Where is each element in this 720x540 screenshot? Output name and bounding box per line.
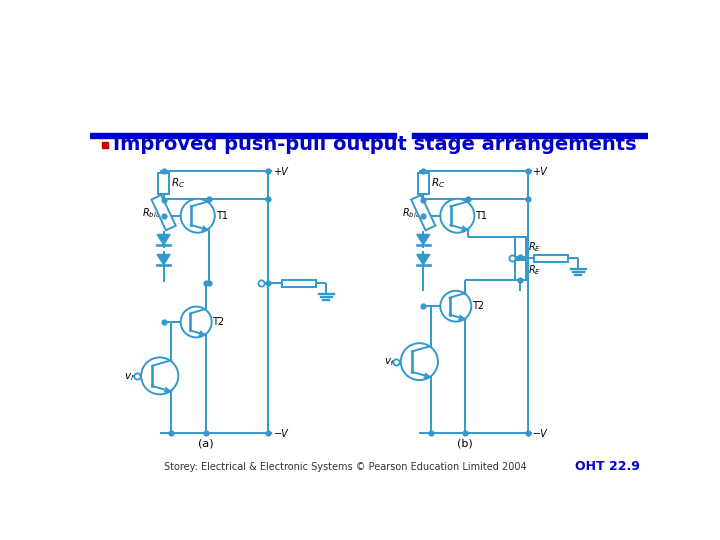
Text: (b): (b): [457, 438, 473, 449]
Text: $v_i$: $v_i$: [124, 371, 134, 382]
Text: T1: T1: [215, 211, 228, 221]
Text: T2: T2: [212, 317, 225, 327]
Bar: [158, 173, 169, 194]
Text: T1: T1: [475, 211, 487, 221]
Text: (a): (a): [198, 438, 213, 449]
Circle shape: [141, 357, 179, 394]
Polygon shape: [417, 254, 430, 265]
Bar: [515, 260, 526, 280]
Bar: [411, 195, 436, 230]
Text: $v_i$: $v_i$: [384, 356, 394, 368]
Circle shape: [181, 199, 215, 233]
Text: $R_E$: $R_E$: [528, 263, 541, 277]
Text: +V: +V: [534, 167, 548, 177]
Circle shape: [441, 199, 474, 233]
Bar: [90, 132, 396, 138]
Bar: [418, 173, 428, 194]
Text: $R_C$: $R_C$: [431, 177, 445, 190]
Text: $R_{bias}$: $R_{bias}$: [142, 206, 164, 220]
Bar: [102, 142, 108, 148]
Circle shape: [181, 307, 212, 338]
Polygon shape: [157, 234, 170, 245]
Text: Storey: Electrical & Electronic Systems © Pearson Education Limited 2004: Storey: Electrical & Electronic Systems …: [164, 462, 527, 472]
Circle shape: [401, 343, 438, 380]
Text: OHT 22.9: OHT 22.9: [575, 460, 640, 473]
Text: +V: +V: [274, 167, 289, 177]
Text: $R_{bias}$: $R_{bias}$: [402, 206, 424, 220]
Polygon shape: [417, 234, 430, 245]
Text: $R_E$: $R_E$: [528, 240, 541, 254]
Text: $R_C$: $R_C$: [171, 177, 186, 190]
Bar: [515, 237, 526, 257]
Text: −V: −V: [274, 429, 289, 438]
Text: −V: −V: [534, 429, 548, 438]
Bar: [282, 280, 316, 287]
Text: Improved push-pull output stage arrangements: Improved push-pull output stage arrangem…: [113, 136, 637, 154]
Circle shape: [441, 291, 472, 322]
Bar: [534, 254, 568, 262]
Text: T2: T2: [472, 301, 484, 311]
Bar: [412, 132, 648, 138]
Bar: [151, 195, 176, 230]
Polygon shape: [157, 254, 170, 265]
